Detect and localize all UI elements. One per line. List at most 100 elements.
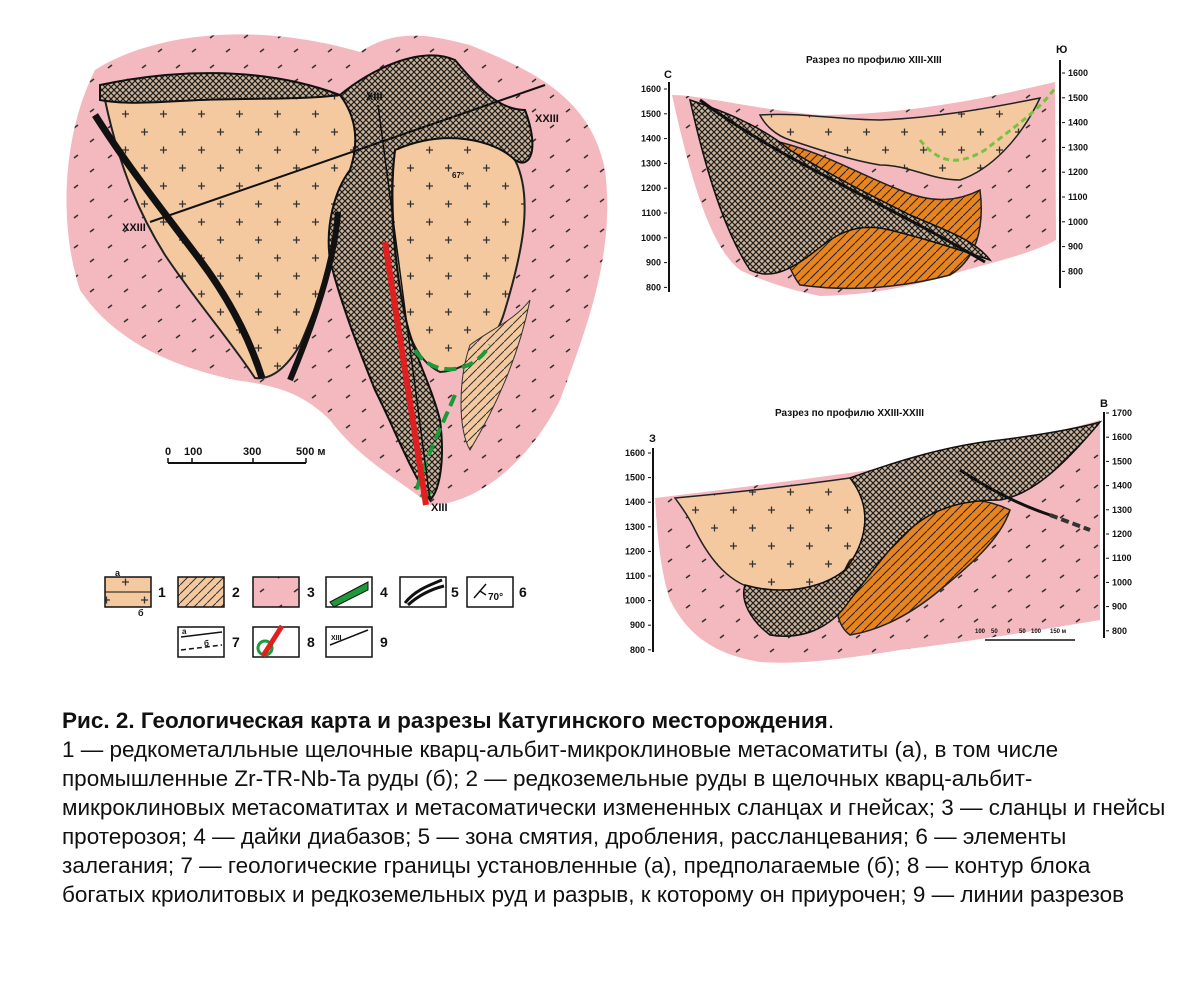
scale-tick-300: 300 (243, 446, 261, 458)
profile-label-xxiii-west: XXIII (122, 222, 146, 234)
section2-left-tick: 1600 (625, 448, 645, 458)
section1-right-dir: Ю (1056, 44, 1067, 56)
section2-right-tick: 1300 (1112, 505, 1132, 515)
section1-right-tick: 1100 (1068, 192, 1088, 202)
section1-green-dyke (918, 87, 1057, 162)
caption-title-end: . (827, 708, 835, 733)
scale-tick-0: 0 (165, 446, 171, 458)
legend-1-num: 1 (158, 584, 166, 600)
legend-item-7: а б 7 (177, 626, 240, 658)
geological-map: XIII XXIII XXIII XIII 67° 0 100 300 500 … (66, 34, 608, 514)
section2-right-tick: 1200 (1112, 529, 1132, 539)
s2-scale-tick-2: 0 (1007, 629, 1011, 635)
scale-tick-500: 500 м (296, 446, 326, 458)
profile-line-xxiii (149, 84, 546, 223)
section2-left-tick: 1200 (625, 546, 645, 556)
section2-right-tick: 900 (1112, 602, 1127, 612)
legend-9-num: 9 (380, 634, 388, 650)
map-dyke-left (92, 113, 266, 380)
section2-right-dir: В (1100, 398, 1108, 410)
scale-tick-100: 100 (184, 446, 202, 458)
section2-left-dir: З (649, 433, 656, 445)
map-crush-zone-north (99, 72, 341, 104)
map-dyke-center (287, 211, 341, 382)
section1-right-tick: 800 (1068, 266, 1083, 276)
section2-left-tick: 1000 (625, 596, 645, 606)
section2-left-tick: 900 (630, 620, 645, 630)
section2-right-tick: 1600 (1112, 432, 1132, 442)
legend-item-6: 70° 6 (466, 576, 527, 608)
legend-item-4: 4 (325, 576, 388, 608)
map-red-fault (382, 241, 429, 506)
section1-right-tick: 1300 (1068, 142, 1088, 152)
legend-4-num: 4 (380, 584, 388, 600)
profile-label-xiii-south: XIII (431, 502, 448, 514)
legend-9-sample: XIII (331, 635, 342, 642)
legend-item-1: а б 1 (104, 568, 166, 618)
figure-caption: Рис. 2. Геологическая карта и разрезы Ка… (62, 706, 1172, 909)
section2-fault-dashed (1049, 513, 1091, 532)
section2-left-tick: 1100 (625, 571, 645, 581)
section1-left-axis: 1600 1500 1400 1300 1200 1100 1000 900 800 (641, 84, 667, 292)
section1-right-tick: 900 (1068, 242, 1083, 252)
legend-1-sub-b: б (138, 608, 144, 618)
section2-left-axis: 1600 1500 1400 1300 1200 1100 1000 900 800 (625, 448, 651, 655)
section2-right-axis: 1700 1600 1500 1400 1300 1200 1100 1000 900 800 (1106, 408, 1132, 636)
legend-item-3: 3 (252, 576, 315, 608)
legend-item-5: 5 (399, 576, 459, 608)
s2-scale-tick-3: 50 (1019, 629, 1026, 635)
legend-3-num: 3 (307, 584, 315, 600)
section1-right-tick: 1600 (1068, 68, 1088, 78)
legend-1-sub-a: а (115, 568, 121, 578)
caption-title: Рис. 2. Геологическая карта и разрезы Ка… (62, 708, 828, 733)
section1-title: Разрез по профилю XIII-XIII (806, 54, 942, 66)
s2-scale-tick-1: 50 (991, 629, 998, 635)
section1-left-tick: 1200 (641, 183, 661, 193)
section2-left-tick: 1500 (625, 473, 645, 483)
map-scale-bar: 0 100 300 500 м (165, 446, 326, 464)
profile-line-xiii (377, 104, 431, 501)
section1-right-tick: 1000 (1068, 217, 1088, 227)
legend-7-num: 7 (232, 634, 240, 650)
section1-right-tick: 1400 (1068, 118, 1088, 128)
section1-left-tick: 1000 (641, 233, 661, 243)
legend-item-9: XIII 9 (325, 626, 388, 658)
section1-metasomatite (758, 96, 1042, 181)
section2-right-tick: 1500 (1112, 456, 1132, 466)
legend-7-sub-b: б (204, 639, 209, 648)
section1-left-tick: 1600 (641, 84, 661, 94)
section2-right-tick: 1400 (1112, 481, 1132, 491)
dip-angle-label: 67° (452, 171, 464, 180)
section2-left-tick: 1400 (625, 497, 645, 507)
map-ore-zone-hatch (460, 299, 531, 451)
section2-fault (959, 468, 1051, 517)
section1-left-tick: 900 (646, 258, 661, 268)
section1-right-tick: 1200 (1068, 167, 1088, 177)
section2-right-tick: 1100 (1112, 553, 1132, 563)
section1-right-axis: 1600 1500 1400 1300 1200 1100 1000 900 800 (1062, 68, 1088, 276)
legend-6-angle: 70° (488, 592, 503, 603)
section2-right-tick: 1700 (1112, 408, 1132, 418)
section-xiii: Разрез по профилю XIII-XIII С Ю 1600 1500… (641, 44, 1088, 296)
section2-left-tick: 800 (630, 645, 645, 655)
profile-label-xiii-north: XIII (366, 91, 383, 103)
section1-left-tick: 800 (646, 282, 661, 292)
section1-left-tick: 1400 (641, 134, 661, 144)
section2-right-tick: 800 (1112, 626, 1127, 636)
section1-fault (699, 98, 986, 264)
s2-scale-tick-4: 100 (1031, 629, 1042, 635)
section2-scale-bar: 100 50 0 50 100 150 м (975, 629, 1075, 641)
section2-crush-zone (743, 420, 1103, 637)
section1-left-dir: С (664, 69, 672, 81)
legend-7-sub-a: а (182, 627, 187, 636)
s2-scale-tick-0: 100 (975, 629, 986, 635)
section2-left-tick: 1300 (625, 522, 645, 532)
legend-6-num: 6 (519, 584, 527, 600)
legend: а б 1 2 3 4 5 70° 6 (104, 568, 527, 658)
section-xxiii: Разрез по профилю XXIII-XXIII З В 1600 15… (625, 398, 1132, 663)
legend-2-num: 2 (232, 584, 240, 600)
section2-title: Разрез по профилю XXIII-XXIII (775, 407, 924, 419)
section1-left-tick: 1100 (641, 208, 661, 218)
legend-item-2: 2 (177, 576, 240, 608)
legend-8-num: 8 (307, 634, 315, 650)
